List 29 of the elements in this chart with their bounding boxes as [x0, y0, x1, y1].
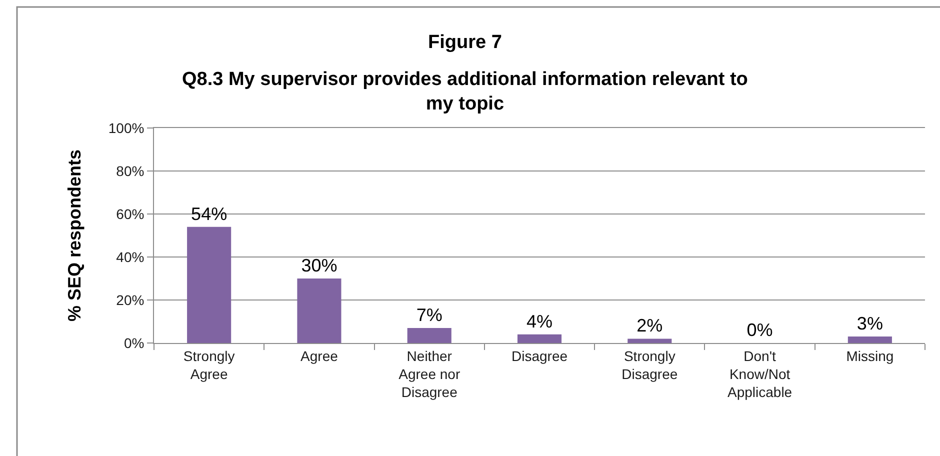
- y-tick-label: 60%: [116, 206, 144, 222]
- y-axis-title: % SEQ respondents: [64, 149, 85, 322]
- bar: [517, 334, 562, 343]
- bar: [628, 338, 672, 343]
- bar: [848, 336, 892, 343]
- data-label: 7%: [416, 304, 442, 325]
- x-tick-label: Missing: [846, 348, 894, 364]
- x-tick-label: Disagree: [511, 348, 568, 364]
- y-tick-label: 80%: [116, 162, 144, 179]
- bar: [297, 278, 342, 343]
- x-tick-label: Neither Agree nor Disagree: [398, 348, 460, 400]
- y-tick-label: 20%: [116, 292, 144, 308]
- y-tick-label: 100%: [108, 120, 144, 136]
- data-label: 2%: [636, 316, 663, 336]
- x-tick-label: Strongly Disagree: [622, 348, 678, 382]
- x-tick-label: Agree: [300, 348, 338, 364]
- x-tick-label: Strongly Agree: [183, 348, 235, 382]
- y-tick-label: 40%: [116, 248, 144, 265]
- y-tick-label: 0%: [124, 334, 144, 351]
- data-label: 0%: [746, 320, 773, 340]
- data-label: 54%: [191, 204, 228, 224]
- chart-title: Figure 7: [428, 32, 502, 53]
- chart-subtitle: Q8.3 My supervisor provides additional information relevant to my topic: [182, 69, 748, 115]
- x-tick-label: Don't Know/Not Applicable: [727, 348, 792, 400]
- data-label: 3%: [856, 314, 883, 334]
- bar: [407, 328, 452, 343]
- bar: [187, 226, 232, 343]
- data-label: 4%: [526, 311, 553, 332]
- data-label: 30%: [301, 256, 338, 276]
